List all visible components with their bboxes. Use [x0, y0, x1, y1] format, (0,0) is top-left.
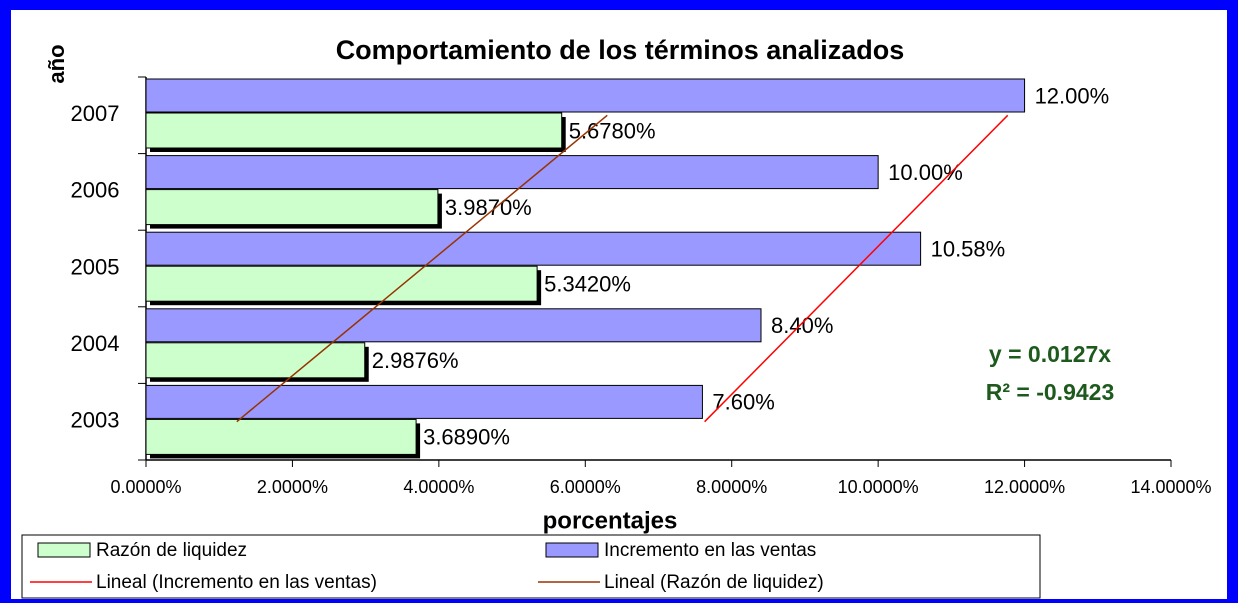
annotation: y = 0.0127x [989, 341, 1111, 367]
y-tick-label: 2004 [71, 331, 120, 356]
legend [21, 534, 1041, 599]
x-axis-label: porcentajes [543, 507, 678, 534]
trendline [236, 114, 608, 423]
value-label: 5.3420% [544, 272, 631, 297]
legend-label: Lineal (Incremento en las ventas) [96, 572, 377, 593]
value-label: 12.00% [1035, 83, 1110, 108]
value-label: 10.58% [931, 237, 1006, 262]
bar [145, 155, 879, 190]
y-tick-label: 2006 [71, 178, 120, 203]
x-tick-label: 4.0000% [403, 477, 474, 497]
legend-label: Lineal (Razón de liquidez) [604, 572, 824, 593]
value-label: 3.6890% [423, 425, 510, 450]
chart-title: Comportamiento de los términos analizado… [336, 35, 905, 65]
value-label: 7.60% [712, 390, 774, 415]
value-label: 8.40% [771, 313, 833, 338]
legend-label: Incremento en las ventas [604, 540, 816, 561]
x-tick-label: 10.0000% [838, 477, 919, 497]
bar [145, 418, 417, 455]
value-label: 5.6780% [569, 118, 656, 143]
bar [145, 265, 538, 302]
bar [145, 384, 703, 419]
x-tick-label: 14.0000% [1130, 477, 1211, 497]
legend-swatch [545, 542, 599, 558]
bar [145, 342, 366, 379]
y-tick-label: 2003 [71, 408, 120, 433]
legend-label: Razón de liquidez [96, 540, 247, 561]
x-tick-label: 6.0000% [550, 477, 621, 497]
x-tick-label: 2.0000% [257, 477, 328, 497]
y-tick-label: 2005 [71, 254, 120, 279]
x-tick-label: 8.0000% [696, 477, 767, 497]
bar [145, 78, 1026, 113]
bar [145, 112, 563, 149]
legend-swatch [37, 542, 91, 558]
y-tick-label: 2007 [71, 101, 120, 126]
value-label: 2.9876% [372, 348, 459, 373]
x-tick-label: 0.0000% [110, 477, 181, 497]
bar [145, 231, 922, 266]
trendline [704, 114, 1009, 423]
annotation: R² = -0.9423 [986, 379, 1115, 405]
bar [145, 308, 762, 343]
bar [145, 189, 439, 226]
x-tick-label: 12.0000% [984, 477, 1065, 497]
value-label: 3.9870% [445, 195, 532, 220]
y-axis-label: año [44, 44, 69, 83]
